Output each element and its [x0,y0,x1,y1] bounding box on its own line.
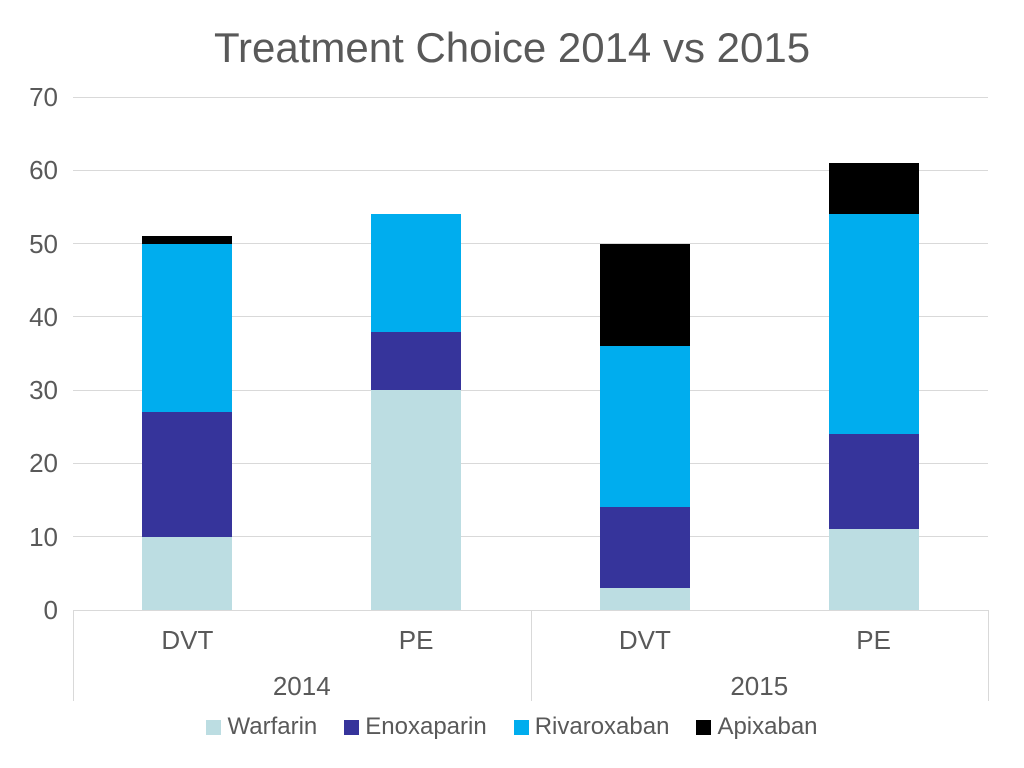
gridline-y-40 [73,316,988,318]
gridline-y-50 [73,243,988,245]
bar-segment-enoxaparin [828,434,919,530]
bar-segment-enoxaparin [371,331,462,391]
bar-segment-warfarin [142,536,233,610]
legend-label: Rivaroxaban [534,713,670,740]
bar-segment-warfarin [599,588,690,610]
legend-label: Enoxaparin [365,713,487,740]
bar-segment-apixaban [828,162,919,215]
legend-label: Apixaban [717,713,818,740]
x-axis-group-label: 2014 [272,671,331,701]
bar-segment-rivaroxaban [599,346,690,508]
legend-item-enoxaparin: Enoxaparin [344,713,487,741]
bar-segment-apixaban [599,243,690,347]
x-axis-category-label: PE [398,625,434,655]
bar-segment-apixaban [142,236,233,244]
gridline-y-30 [73,389,988,391]
y-axis-tick-label: 70 [29,82,58,112]
stacked-bar-3 [828,0,919,610]
legend-item-rivaroxaban: Rivaroxaban [513,713,670,741]
gridline-y-20 [73,462,988,464]
y-axis-tick-label: 30 [29,375,58,406]
x-axis-group-label: 2015 [730,671,789,701]
bar-segment-warfarin [371,390,462,610]
chart-legend: Warfarin Enoxaparin Rivaroxaban Apixaban [0,713,1024,741]
bar-segment-warfarin [828,529,919,610]
bar-segment-rivaroxaban [828,214,919,435]
chart-title: Treatment Choice 2014 vs 2015 [213,24,811,71]
legend-swatch-icon [344,719,360,735]
gridline-y-70 [73,96,988,98]
stacked-bar-1 [371,0,462,610]
legend-swatch-icon [696,719,712,735]
legend-swatch-icon [513,719,529,735]
x-axis-category-label: DVT [161,625,214,655]
bar-segment-rivaroxaban [371,214,462,332]
legend-label: Warfarin [227,713,318,740]
x-axis-category-label: DVT [618,625,671,655]
stacked-bar-0 [142,0,233,610]
x-axis-category-label: PE [856,625,891,655]
category-group-divider [530,610,532,701]
y-axis-tick-label: 50 [29,228,58,259]
y-axis-tick-label: 20 [29,448,58,479]
legend-item-warfarin: Warfarin [206,713,317,741]
stacked-bar-2 [599,0,690,610]
y-axis-tick-label: 40 [29,301,58,332]
gridline-y-60 [73,169,988,171]
bar-segment-rivaroxaban [142,243,233,413]
legend-swatch-icon [206,719,222,735]
bar-segment-enoxaparin [599,507,690,588]
category-group-divider [73,610,74,701]
category-group-divider [988,610,989,701]
bar-segment-enoxaparin [142,412,233,537]
gridline-y-10 [73,536,988,538]
y-axis-tick-label: 60 [29,155,58,186]
legend-item-apixaban: Apixaban [696,713,818,741]
y-axis-tick-label: 0 [43,595,58,625]
y-axis-tick-label: 10 [29,521,58,552]
